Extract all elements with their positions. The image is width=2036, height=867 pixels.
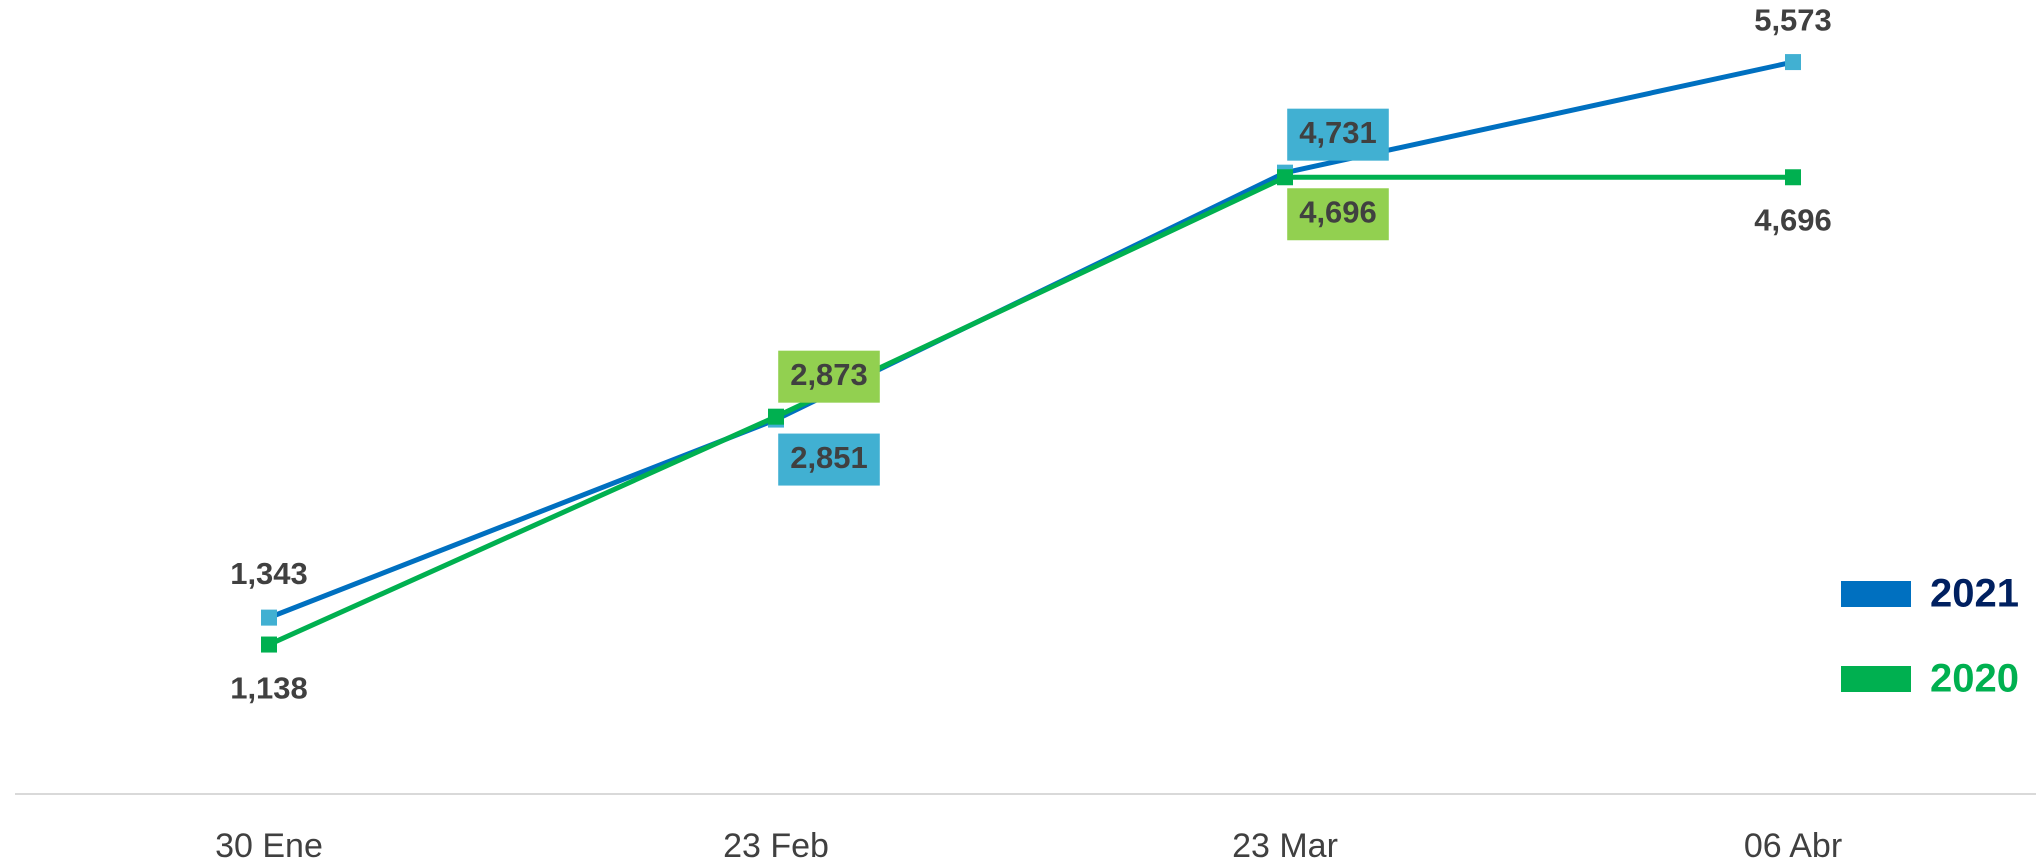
data-label: 5,573 xyxy=(1754,2,1832,37)
legend-label: 2020 xyxy=(1930,657,2019,701)
data-label: 4,731 xyxy=(1299,115,1377,150)
marker xyxy=(261,636,277,653)
data-label: 2,851 xyxy=(790,440,868,475)
data-label-box xyxy=(1287,108,1389,161)
x-tick-label: 23 Mar xyxy=(1232,827,1338,865)
data-label-box xyxy=(1287,188,1389,241)
data-label: 4,696 xyxy=(1299,194,1377,229)
data-label-box xyxy=(778,433,880,486)
data-label: 1,343 xyxy=(230,556,308,591)
data-label: 1,138 xyxy=(230,671,308,706)
x-tick-label: 30 Ene xyxy=(215,827,323,865)
series-line xyxy=(268,59,1794,620)
legend-swatch xyxy=(1841,666,1911,692)
series-line xyxy=(267,174,1793,647)
legend-swatch xyxy=(1841,581,1911,607)
x-tick-label: 23 Feb xyxy=(723,827,829,865)
marker xyxy=(1277,169,1293,186)
marker xyxy=(768,408,784,425)
data-label-box xyxy=(778,350,880,403)
marker xyxy=(1785,54,1801,71)
marker xyxy=(261,609,277,626)
legend-label: 2021 xyxy=(1930,572,2019,616)
x-tick-label: 06 Abr xyxy=(1744,827,1842,865)
marker xyxy=(1785,169,1801,186)
data-label: 2,873 xyxy=(790,357,868,392)
data-label: 4,696 xyxy=(1754,202,1832,237)
